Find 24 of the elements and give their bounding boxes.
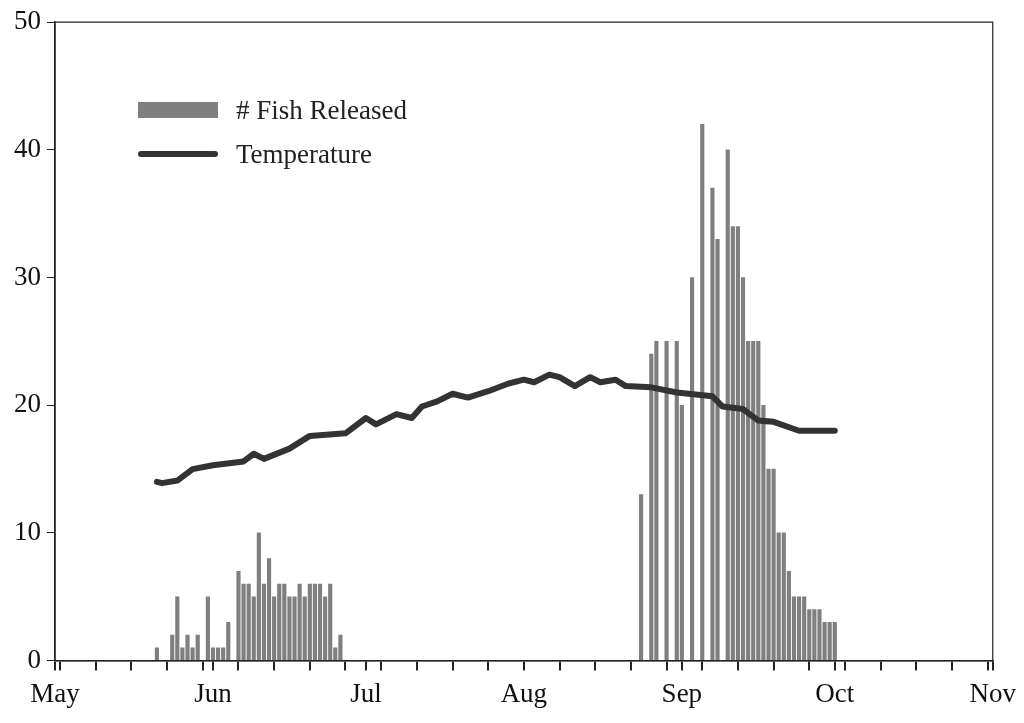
- x-tick-label: Oct: [815, 677, 855, 708]
- x-tick-label: Sep: [661, 677, 703, 708]
- y-tick-label: 30: [14, 260, 41, 291]
- y-tick-label: 40: [14, 132, 41, 163]
- bar: [664, 341, 669, 661]
- bar: [832, 621, 837, 661]
- bar: [639, 494, 644, 661]
- legend-label: # Fish Released: [236, 94, 407, 126]
- x-tick-label: Nov: [969, 677, 1017, 708]
- x-tick-label: Jun: [194, 677, 233, 708]
- y-tick-label: 50: [14, 5, 41, 36]
- x-tick-label: Aug: [500, 677, 548, 708]
- y-tick-label: 10: [14, 516, 41, 547]
- legend-label: Temperature: [236, 138, 373, 170]
- bar: [317, 583, 323, 661]
- x-tick-label: May: [30, 677, 81, 708]
- bar: [266, 558, 272, 661]
- y-tick-label: 0: [27, 643, 41, 674]
- bar: [689, 277, 695, 661]
- bar: [195, 634, 200, 661]
- bar: [735, 226, 741, 661]
- x-tick-label: Jul: [350, 677, 382, 708]
- y-tick-label: 20: [14, 388, 41, 419]
- bar: [700, 124, 705, 661]
